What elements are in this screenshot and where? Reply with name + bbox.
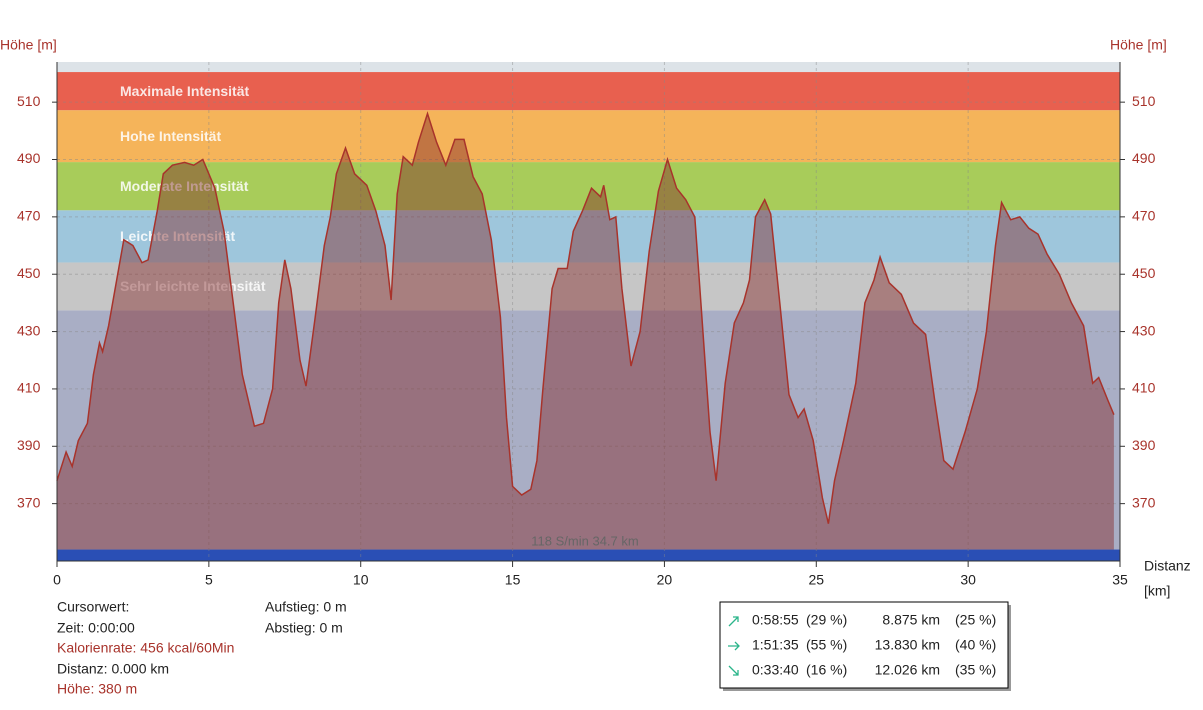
y-tick-label: 470 [17,208,41,224]
cursor-distance: Distanz: 0.000 km [57,661,169,677]
zone [57,262,1120,311]
y-tick-label: 490 [17,150,41,166]
cursor-heading: Cursorwert: [57,599,129,615]
x-tick-label: 10 [353,572,369,588]
y-tick-label: 510 [17,93,41,109]
zone-label: Sehr leichte Intensität [120,278,266,294]
y-tick-label: 450 [17,265,41,281]
x-tick-label: 20 [657,572,673,588]
descent: Abstieg: 0 m [265,620,343,636]
cursor-altitude: Höhe: 380 m [57,681,137,697]
ascent: Aufstieg: 0 m [265,599,347,615]
zone [57,310,1120,550]
y2-tick-label: 410 [1132,380,1156,396]
x-tick-label: 15 [505,572,521,588]
stats-cell: 0:58:55 [752,612,799,628]
stats-cell: 0:33:40 [752,662,799,678]
zone [57,72,1120,111]
zone [57,110,1120,163]
y2-tick-label: 490 [1132,150,1156,166]
zone [57,62,1120,73]
zone-label: Leichte Intensität [120,228,235,244]
stats-cell: (55 %) [806,637,847,653]
marker-label: 118 S/min 34.7 km [531,533,638,548]
stats-cell: (29 %) [806,612,847,628]
stats-box [719,601,1009,689]
zone-label: Maximale Intensität [120,83,249,99]
cursor-time: Zeit: 0:00:00 [57,620,135,636]
line [56,111,1115,524]
stats-cell: (25 %) [955,612,996,628]
y2-tick-label: 430 [1132,322,1156,338]
zone-label: Hohe Intensität [120,128,221,144]
stats-cell: 12.026 km [875,662,940,678]
zone [57,549,1120,561]
x-tick-label: 5 [205,572,213,588]
stats-table: 0:58:55 (29 %) 8.875 km (25 %) 1:51:35 (55 %)… [752,612,996,678]
y2-tick-label: 450 [1132,265,1156,281]
y-tick-label: 370 [17,494,41,510]
area [57,113,1114,550]
x-tick-label: 25 [808,572,824,588]
stats-cell: (35 %) [955,662,996,678]
zone-label: Moderate Intensität [120,178,249,194]
stats-icons [728,616,740,676]
y-tick-label: 410 [17,380,41,396]
y2-tick-label: 390 [1132,437,1156,453]
zone [57,162,1120,211]
x-axis-label: Distanz [1144,558,1191,574]
x-tick-label: 0 [53,572,61,588]
y2-axis-label: Höhe [m] [1110,37,1167,53]
y2-tick-label: 470 [1132,208,1156,224]
stats-cell: 13.830 km [875,637,940,653]
stats-cell: (16 %) [806,662,847,678]
y-axis-label: Höhe [m] [0,37,57,53]
y-tick-label: 430 [17,322,41,338]
y2-tick-label: 510 [1132,93,1156,109]
stats-cell: 1:51:35 [752,637,799,653]
zone [57,210,1120,263]
stats-cell: 8.875 km [882,612,940,628]
y2-tick-label: 370 [1132,494,1156,510]
cursor-calories: Kalorienrate: 456 kcal/60Min [57,640,234,656]
x-axis-label: [km] [1144,583,1170,599]
plot-area: Sehr leichte Intensität Leichte Intensitä… [56,62,1121,561]
x-tick-label: 30 [960,572,976,588]
x-tick-label: 35 [1112,572,1128,588]
y-tick-label: 390 [17,437,41,453]
stats-cell: (40 %) [955,637,996,653]
